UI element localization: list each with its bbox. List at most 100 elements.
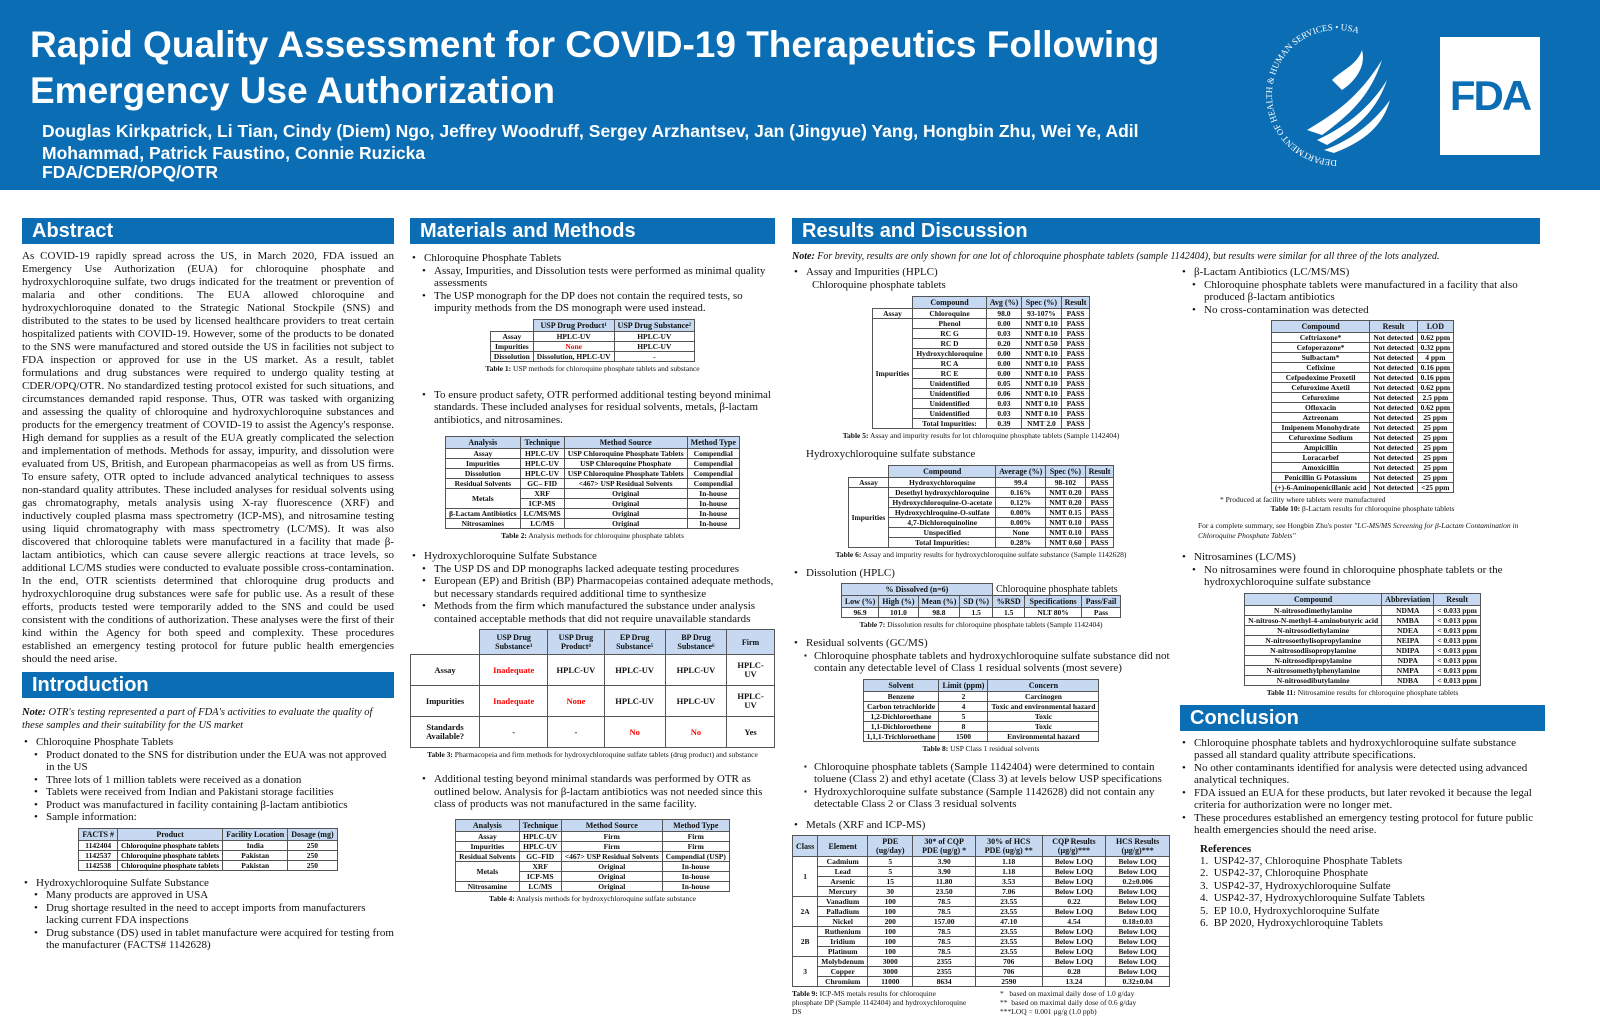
table-cell: 1500 bbox=[938, 730, 989, 742]
table-row: 1142404 Chloroquine phosphate tablets Indi… bbox=[78, 839, 338, 851]
table-caption: Table 10: β-Lactam results for chloroqui… bbox=[1180, 504, 1545, 513]
list-item: Chloroquine Phosphate Tablets bbox=[22, 736, 394, 749]
table-row: Dissolution HPLC-UV USP Chloroquine Phosph… bbox=[445, 468, 740, 479]
table-header-cell: Pass/Fail bbox=[1080, 595, 1122, 608]
table-cell: 0.32±0.04 bbox=[1105, 976, 1170, 987]
table-9-footer: Table 9: ICP-MS metals results for chlor… bbox=[792, 989, 1170, 1016]
table-cell: 0.62 ppm bbox=[1416, 402, 1455, 413]
caption-text: Dissolution results for chloroquine phos… bbox=[885, 620, 1103, 629]
table-cell: PASS bbox=[1084, 486, 1115, 498]
caption-text: Analysis methods for chloroquine phospha… bbox=[526, 531, 684, 540]
table-header-cell: Analysis bbox=[455, 818, 520, 832]
abstract-text: As COVID-19 rapidly spread across the US… bbox=[22, 250, 394, 665]
list-item: Additional testing beyond minimal standa… bbox=[410, 773, 775, 811]
methods-heading: Materials and Methods bbox=[410, 218, 775, 244]
table-cell: 1142537 bbox=[78, 849, 118, 861]
table-cell: PASS bbox=[1060, 327, 1091, 339]
table-row: Impurities Desethyl hydroxychloroquine 0.1… bbox=[847, 486, 1115, 548]
table-cell: Nitrosamines bbox=[445, 518, 521, 529]
methods-cq-list: Chloroquine Phosphate Tablets bbox=[410, 252, 775, 265]
table-row: Cefuroxime Axetil Not detected 0.62 ppm bbox=[1270, 382, 1455, 393]
summary-text: For a complete summary, see Hongbin Zhu'… bbox=[1198, 521, 1355, 530]
table-cell: HPLC-UV bbox=[726, 685, 775, 717]
table-cell: <467> USP Residual Solvents bbox=[560, 850, 663, 862]
table-row: Cefpodoxime Proxetil Not detected 0.16 ppm bbox=[1270, 372, 1455, 383]
table-cell: Original bbox=[563, 498, 688, 509]
table-cell: 1,1,1-Trichloroethane bbox=[862, 730, 940, 742]
table-cell: RC A bbox=[912, 357, 987, 369]
table-cell: N-nitrosomethylphenylamine bbox=[1244, 664, 1383, 676]
table-cell: NMT 0.10 bbox=[1045, 516, 1086, 528]
table-cell: Residual Solvents bbox=[445, 478, 521, 489]
table-row: Carbon tetrachloride 4 Toxic and environme… bbox=[862, 700, 1100, 712]
table-cell: N-nitrosodiethylamine bbox=[1244, 624, 1383, 636]
list-item: Metals (XRF and ICP-MS) bbox=[792, 819, 1170, 832]
table-cell: Hydroxychloroquine-O-acetate bbox=[888, 496, 997, 508]
table-header-cell: Result bbox=[1433, 592, 1481, 606]
table-cell: India bbox=[222, 839, 289, 851]
table-cell: Original bbox=[560, 860, 663, 872]
poster-header: Rapid Quality Assessment for COVID-19 Th… bbox=[0, 0, 1600, 190]
introduction-heading: Introduction bbox=[22, 672, 394, 698]
table-caption: Table 5: Assay and impurity results for … bbox=[792, 431, 1170, 440]
table-cell: NMBA bbox=[1381, 614, 1435, 626]
table-cell: HPLC-UV bbox=[519, 458, 565, 469]
table-cell: 0.16% bbox=[995, 486, 1047, 498]
table-cell: Palladium bbox=[817, 906, 869, 917]
table-cell: Cefpodoxime Proxetil bbox=[1270, 372, 1371, 383]
table-5: Compound Avg (%) Spec (%) Result Assay Chloro… bbox=[792, 295, 1170, 440]
table-cell: PASS bbox=[1084, 506, 1115, 518]
table-cell: Original bbox=[563, 518, 688, 529]
table-header-cell: Method Type bbox=[661, 818, 730, 832]
table-header-cell: USP Drug Product⁴ bbox=[547, 629, 605, 655]
table-cell: 0.28 bbox=[1041, 966, 1107, 977]
caption-label: Table 9: bbox=[792, 989, 818, 998]
table-cell: 11000 bbox=[867, 976, 914, 987]
table-cell: Original bbox=[560, 870, 663, 882]
table-cell: - bbox=[613, 350, 696, 362]
table-header-cell: HCS Results (µg/g)*** bbox=[1105, 835, 1170, 857]
table-header-cell: % Dissolved (n=6) bbox=[840, 583, 993, 596]
table-cell: PASS bbox=[1060, 407, 1091, 419]
table-cell: 0.00 bbox=[985, 367, 1023, 379]
table-cell: Original bbox=[563, 488, 688, 499]
table-cell: 3.53 bbox=[974, 876, 1043, 887]
data-table: USP Drug Substance³ USP Drug Product⁴ EP D… bbox=[409, 629, 775, 748]
table-cell: Compendial bbox=[686, 478, 740, 489]
table-7-product: Chloroquine phosphate tablets bbox=[995, 583, 1118, 595]
table-header-cell: FACTS # bbox=[78, 827, 118, 841]
table-cell: Copper bbox=[817, 966, 869, 977]
list-line: 5. EP 10.0, Hydroxychloroquine Sulfate bbox=[1200, 904, 1380, 917]
table-cell: PASS bbox=[1060, 417, 1091, 429]
table-row: N-nitrosodiisopropylamine NDIPA < 0.013 pp… bbox=[1244, 644, 1481, 656]
table-caption: Table 6: Assay and impurity results for … bbox=[792, 550, 1170, 559]
conclusion-heading: Conclusion bbox=[1180, 704, 1545, 731]
table-cell: < 0.013 ppm bbox=[1433, 634, 1481, 646]
results-dissolution-list: Dissolution (HPLC) bbox=[792, 567, 1170, 580]
table-row: Metals XRF Original In-house bbox=[445, 488, 740, 509]
table-cell: Total Impurities: bbox=[912, 417, 987, 429]
table-cell: 3000 bbox=[867, 956, 914, 967]
list-item: The USP monograph for the DP does not co… bbox=[410, 290, 775, 315]
caption-label: Table 5: bbox=[842, 430, 869, 440]
table-header-cell: Facility Location bbox=[222, 827, 289, 841]
table-cell: Cefoperazone* bbox=[1270, 342, 1371, 353]
table-header-cell: PDE (ug/day) bbox=[867, 835, 914, 857]
table-cell: 0.00% bbox=[995, 516, 1047, 528]
table-cell: Toxic bbox=[987, 710, 1100, 722]
list-item: Residual solvents (GC/MS) bbox=[792, 637, 1170, 650]
list-item: No cross-contamination was detected bbox=[1180, 304, 1545, 317]
table-9-footnotes: * based on maximal daily dose of 1.0 g/d… bbox=[1000, 989, 1170, 1016]
table-cell: < 0.013 ppm bbox=[1433, 614, 1481, 626]
table-cell: Toxic and environmental hazard bbox=[987, 700, 1100, 712]
table-header-cell: Method Source bbox=[560, 818, 663, 832]
table-cell: Not detected bbox=[1369, 482, 1418, 493]
intro-note: Note: OTR's testing represented a part o… bbox=[22, 706, 394, 732]
list-item: Product donated to the SNS for distribut… bbox=[22, 749, 394, 774]
list-item: No other contaminants identified for ana… bbox=[1180, 762, 1545, 787]
poster-title: Rapid Quality Assessment for COVID-19 Th… bbox=[30, 24, 1160, 111]
table-cell: In-house bbox=[686, 508, 740, 519]
table-cell: 2B bbox=[791, 926, 819, 957]
table-cell: 25 ppm bbox=[1416, 452, 1455, 463]
table-header-cell: Solvent bbox=[862, 678, 940, 692]
